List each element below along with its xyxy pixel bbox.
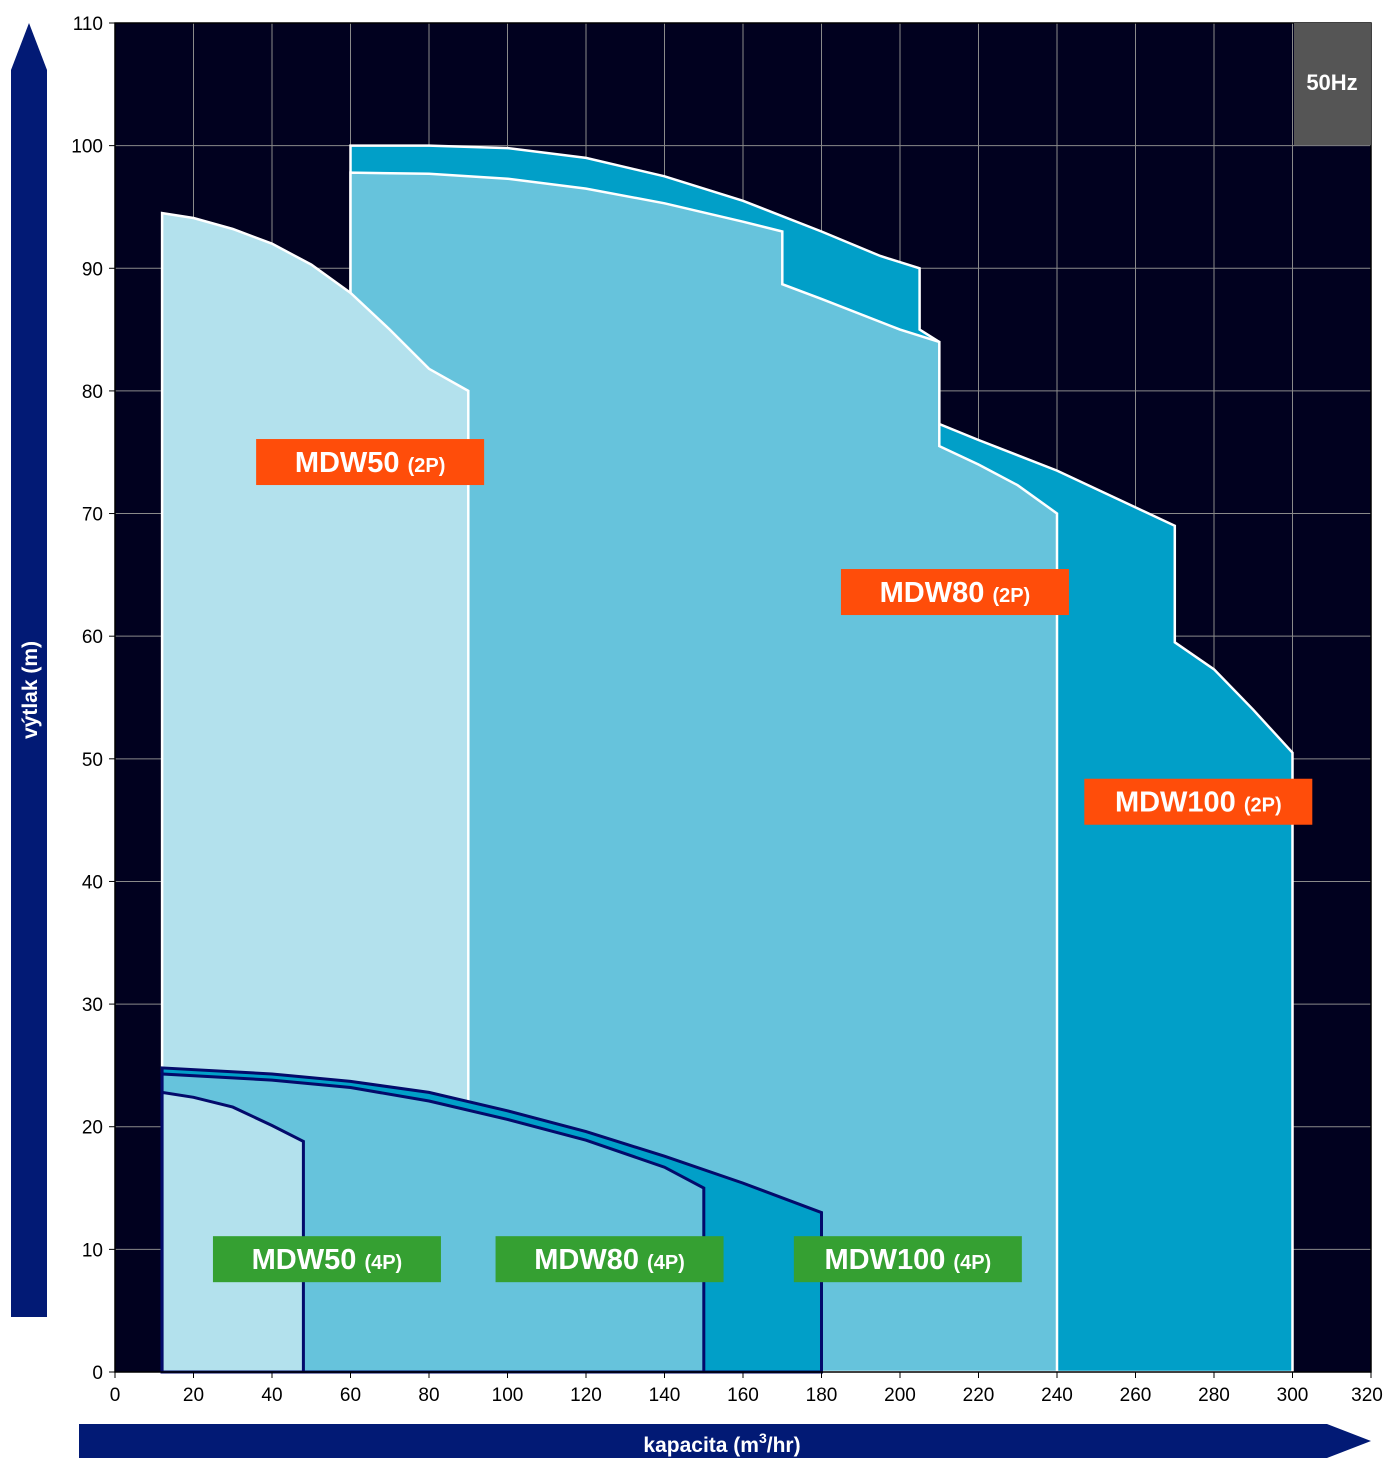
y-tick-label: 30 xyxy=(82,995,103,1016)
series-label-mdw50-4p: MDW50 (4P) xyxy=(212,1236,441,1283)
x-tick-label: 200 xyxy=(884,1385,916,1406)
series-label-text: MDW50 (4P) xyxy=(252,1244,403,1276)
series-labels: MDW50 (2P) MDW80 (2P) MDW100 (2P) MDW50 (4P… xyxy=(212,439,1313,1283)
performance-areas xyxy=(160,144,1294,1374)
x-axis-title-tail: /hr) xyxy=(767,1434,801,1457)
axis-ticks: 0 20 40 60 80 100 120 140 160 180 200 220 240 260 280 3… xyxy=(71,14,1383,1406)
y-tick-label: 60 xyxy=(82,627,103,648)
frequency-badge-text: 50Hz xyxy=(1306,70,1357,95)
y-tick-label: 10 xyxy=(82,1240,103,1261)
y-tick-label: 110 xyxy=(73,14,103,35)
y-tick-label: 100 xyxy=(71,137,103,158)
series-label-box xyxy=(840,569,1069,616)
series-label-text: MDW80 (4P) xyxy=(534,1244,685,1276)
series-label-mdw50-2p: MDW50 (2P) xyxy=(256,439,485,486)
y-tick-label: 20 xyxy=(82,1118,103,1139)
series-label-box xyxy=(495,1236,724,1283)
series-label-text: MDW100 (2P) xyxy=(1115,787,1282,819)
y-tick-label: 50 xyxy=(82,750,103,771)
area-mdw50-4p xyxy=(160,1090,305,1374)
x-tick-label: 240 xyxy=(1041,1385,1073,1406)
x-tick-label: 180 xyxy=(806,1385,838,1406)
series-label-text: MDW50 (2P) xyxy=(295,447,446,479)
y-axis-arrow: výtlak (m) xyxy=(11,23,47,1317)
x-tick-label: 120 xyxy=(570,1385,602,1406)
series-label-box xyxy=(212,1236,441,1283)
x-tick-label: 80 xyxy=(418,1385,439,1406)
x-axis-title: kapacita (m3/hr) xyxy=(643,1430,800,1457)
series-label-mdw100-2p: MDW100 (2P) xyxy=(1084,778,1313,825)
y-axis-title: výtlak (m) xyxy=(19,641,42,739)
x-tick-label: 140 xyxy=(649,1385,681,1406)
x-tick-label: 60 xyxy=(340,1385,361,1406)
x-tick-label: 0 xyxy=(110,1385,121,1406)
x-axis-title-main: kapacita (m xyxy=(643,1434,759,1457)
series-label-text: MDW100 (4P) xyxy=(824,1244,991,1276)
series-label-box xyxy=(256,439,485,486)
x-tick-label: 260 xyxy=(1120,1385,1152,1406)
area-mdw80-2p xyxy=(349,171,1059,1374)
series-label-box xyxy=(1084,778,1313,825)
x-axis-arrow: kapacita (m3/hr) xyxy=(79,1424,1371,1458)
series-label-box xyxy=(793,1236,1022,1283)
series-label-text: MDW80 (2P) xyxy=(880,577,1031,609)
x-axis-title-sup: 3 xyxy=(759,1430,767,1446)
y-tick-label: 0 xyxy=(92,1363,103,1384)
series-label-mdw100-4p: MDW100 (4P) xyxy=(793,1236,1022,1283)
series-label-mdw80-2p: MDW80 (2P) xyxy=(840,569,1069,616)
x-tick-label: 300 xyxy=(1277,1385,1309,1406)
x-tick-label: 320 xyxy=(1351,1385,1383,1406)
y-tick-label: 90 xyxy=(82,259,103,280)
x-tick-label: 220 xyxy=(963,1385,995,1406)
y-tick-label: 40 xyxy=(82,872,103,893)
series-label-mdw80-4p: MDW80 (4P) xyxy=(495,1236,724,1283)
x-tick-label: 160 xyxy=(727,1385,759,1406)
x-tick-label: 280 xyxy=(1198,1385,1230,1406)
x-tick-label: 100 xyxy=(492,1385,524,1406)
y-tick-label: 80 xyxy=(82,382,103,403)
x-tick-label: 20 xyxy=(183,1385,204,1406)
x-tick-label: 40 xyxy=(261,1385,282,1406)
y-tick-label: 70 xyxy=(82,505,103,526)
frequency-badge: 50Hz xyxy=(1294,23,1371,145)
